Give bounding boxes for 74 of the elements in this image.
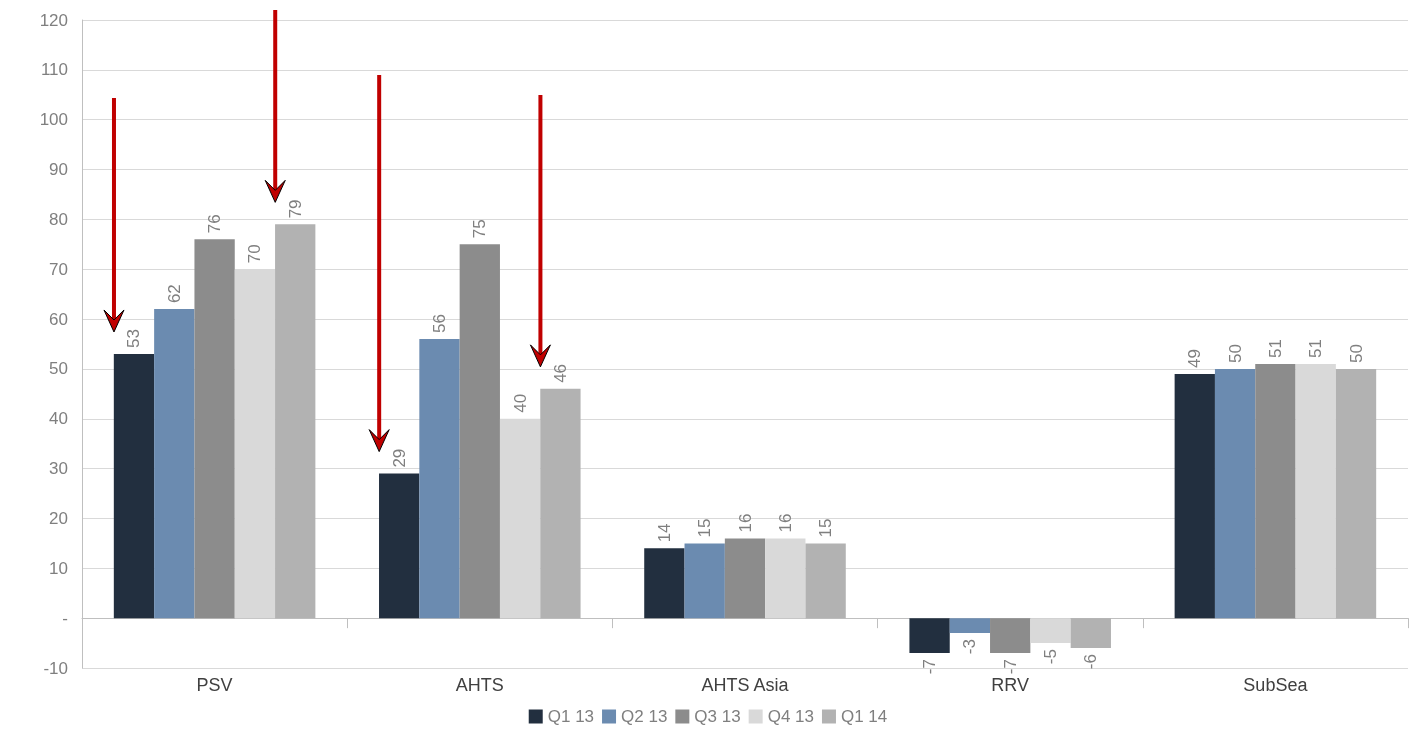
data-label: 16 — [775, 513, 795, 533]
y-tick-label: 70 — [49, 259, 68, 279]
bar — [805, 543, 846, 619]
y-tick-label: 100 — [39, 110, 68, 130]
x-tick-label: PSV — [196, 675, 233, 695]
data-label: 51 — [1306, 339, 1326, 358]
data-label: -7 — [920, 659, 940, 675]
legend-label: Q1 14 — [840, 707, 888, 726]
y-tick-label: 110 — [40, 60, 68, 80]
y-tick-label: 20 — [49, 508, 68, 528]
data-label: -6 — [1081, 654, 1101, 670]
data-label: 56 — [429, 314, 449, 334]
data-label: -5 — [1041, 649, 1061, 665]
bar — [154, 309, 195, 619]
data-label: 51 — [1265, 339, 1285, 358]
y-tick-label: -10 — [43, 658, 68, 678]
data-label: 75 — [470, 219, 490, 239]
y-tick-label: 120 — [39, 10, 68, 30]
data-label: 49 — [1185, 348, 1205, 368]
y-tick-label: 60 — [49, 309, 68, 329]
data-label: 14 — [654, 523, 674, 543]
bar — [194, 239, 235, 619]
bar — [113, 353, 155, 619]
bar — [765, 538, 806, 619]
data-label: 50 — [1346, 344, 1366, 363]
bar — [1214, 368, 1256, 619]
legend-label: Q4 13 — [767, 707, 814, 726]
bar — [909, 618, 950, 654]
bar — [1295, 363, 1336, 619]
bar — [419, 339, 460, 619]
bar — [724, 538, 766, 619]
bar — [1070, 618, 1111, 649]
data-label: 46 — [550, 363, 570, 383]
data-label: 15 — [816, 518, 836, 538]
legend-label: Q3 13 — [694, 707, 741, 726]
bar — [949, 618, 991, 634]
legend-label: Q1 13 — [547, 707, 595, 726]
bar — [459, 244, 500, 619]
bar — [1255, 363, 1296, 619]
y-tick-label: 50 — [49, 359, 68, 379]
bar — [234, 269, 276, 619]
data-label: 16 — [735, 513, 755, 533]
bar — [684, 543, 725, 619]
data-label: 62 — [164, 284, 184, 304]
data-label: 40 — [510, 393, 530, 413]
bar — [1335, 368, 1377, 619]
data-label: 79 — [285, 199, 305, 219]
bar — [1030, 618, 1071, 644]
y-tick-label: 90 — [49, 160, 68, 180]
data-label: -3 — [960, 639, 980, 655]
y-tick-label: 30 — [49, 459, 68, 479]
bar — [379, 473, 420, 619]
bar — [1174, 373, 1215, 619]
x-tick-label: SubSea — [1243, 675, 1309, 695]
bar — [275, 224, 316, 619]
x-tick-label: RRV — [991, 675, 1030, 695]
x-tick-label: AHTS — [455, 675, 504, 695]
bar — [990, 618, 1031, 654]
data-label: 15 — [695, 518, 715, 538]
data-label: -7 — [1000, 659, 1020, 675]
bar — [644, 548, 685, 619]
data-label: 76 — [205, 214, 225, 234]
data-label: 50 — [1225, 344, 1245, 363]
bar — [499, 418, 541, 619]
legend-label: Q2 13 — [621, 707, 668, 726]
y-tick-label: 10 — [49, 558, 68, 578]
data-label: 29 — [389, 448, 409, 468]
y-tick-label: 40 — [49, 409, 68, 429]
data-label: 53 — [124, 329, 144, 348]
x-tick-label: AHTS Asia — [701, 675, 790, 695]
y-tick-label: 80 — [49, 209, 68, 229]
y-tick-label: - — [62, 608, 68, 628]
data-label: 70 — [245, 244, 265, 264]
bar — [540, 388, 581, 619]
